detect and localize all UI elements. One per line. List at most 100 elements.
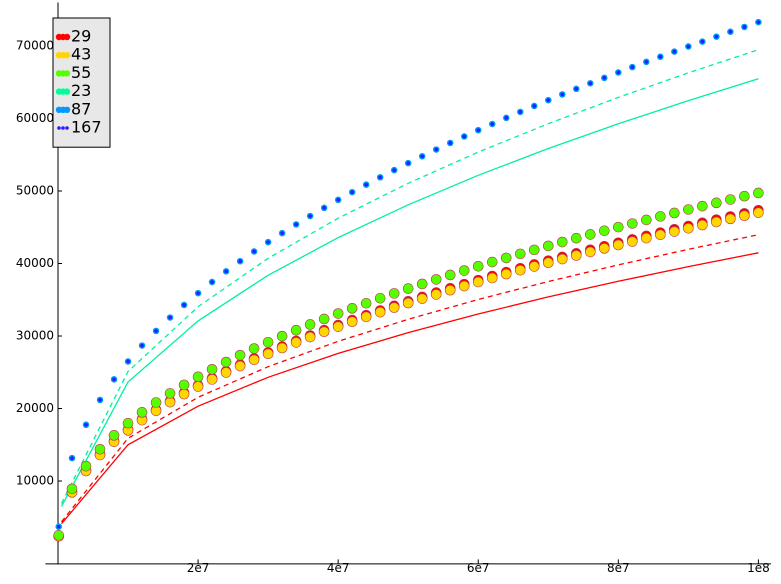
point [196,291,200,295]
point [136,407,148,418]
point [613,239,624,251]
point [528,261,540,272]
point [94,443,106,455]
point [374,292,386,304]
x-tick-label: 2e7 [187,561,210,575]
point [739,190,750,202]
point [444,284,456,296]
point [318,313,330,325]
point [350,190,354,194]
y-tick-label: 70000 [16,39,54,53]
point [672,49,677,54]
point [234,360,246,372]
point [364,182,368,187]
point [472,260,484,272]
point [711,197,722,209]
point [627,236,638,247]
legend-marker [63,70,71,77]
point [655,229,666,241]
point [220,356,232,368]
point [56,524,61,529]
point [346,316,358,328]
point [178,379,190,391]
point [756,20,761,24]
point [725,194,736,205]
point [585,246,596,258]
point [753,187,764,199]
point [486,256,498,268]
legend-label: 55 [71,63,91,82]
point [66,483,78,495]
point [599,243,610,254]
point [462,134,467,139]
point [126,359,130,364]
point [266,240,270,244]
point [700,39,705,44]
x-tick-label: 1e8 [747,561,770,575]
point [276,330,288,342]
point [486,272,498,284]
point [406,161,411,165]
point [332,308,344,319]
point [490,122,495,126]
point [262,336,274,348]
legend-marker [63,106,71,114]
point [669,226,680,237]
point [725,213,736,225]
point [416,278,428,290]
point [234,349,246,361]
point [570,250,582,261]
point [388,288,400,299]
point [140,343,144,348]
point [641,232,652,244]
point [53,529,65,541]
point [602,76,607,80]
point [560,92,565,97]
point [416,293,428,304]
line [61,252,759,525]
point [669,207,680,219]
legend-label: 23 [71,81,91,100]
point [112,377,116,382]
point [168,315,172,320]
point [658,54,663,59]
point [518,110,523,114]
point [570,232,582,244]
point [514,248,526,260]
point [430,289,442,300]
x-tick-label: 6e7 [467,561,490,575]
point [388,302,400,313]
point [630,65,635,69]
point [444,269,456,281]
point [360,297,372,309]
point [728,29,733,34]
point [262,348,274,360]
point [599,225,610,237]
point [402,297,414,309]
point [84,422,88,427]
point [304,331,316,343]
point [304,319,316,330]
point [182,303,186,307]
line [60,78,759,507]
point [500,268,512,280]
point [528,244,540,256]
point [402,283,414,294]
point [178,388,190,400]
y-tick-label: 30000 [16,329,54,343]
point [504,116,509,120]
series-points [56,20,761,529]
point [122,417,134,429]
point [458,265,470,276]
point [742,25,747,29]
point [627,218,638,229]
point [206,374,218,385]
legend-marker [63,52,71,59]
legend-marker [63,33,71,41]
legend-label: 43 [71,45,91,64]
legend-marker [63,88,71,95]
point [290,324,302,336]
point [210,280,214,284]
